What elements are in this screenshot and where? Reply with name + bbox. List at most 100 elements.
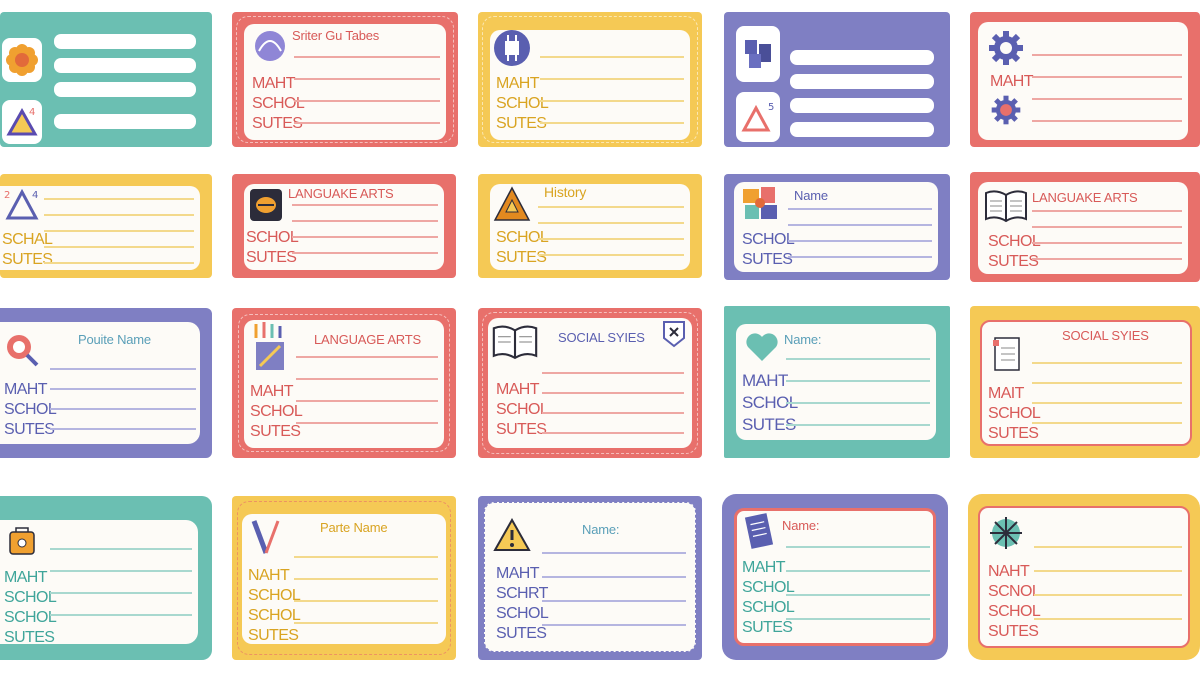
- name-label-card: MAHT: [970, 12, 1200, 147]
- write-line[interactable]: [294, 78, 440, 80]
- write-line[interactable]: [786, 570, 930, 572]
- write-line[interactable]: [542, 412, 684, 414]
- write-line[interactable]: [788, 256, 932, 258]
- write-line[interactable]: [786, 402, 930, 404]
- write-line[interactable]: [292, 220, 438, 222]
- write-line[interactable]: [1032, 422, 1182, 424]
- write-line[interactable]: [1032, 242, 1182, 244]
- write-line[interactable]: [296, 356, 438, 358]
- write-line[interactable]: [50, 408, 196, 410]
- write-line[interactable]: [788, 208, 932, 210]
- subject-line: SUTES: [496, 249, 547, 266]
- write-line[interactable]: [540, 100, 684, 102]
- write-line[interactable]: [786, 618, 930, 620]
- write-line[interactable]: [1032, 258, 1182, 260]
- write-line[interactable]: [542, 392, 684, 394]
- write-line[interactable]: [1032, 382, 1182, 384]
- triangle-icon: 5: [738, 96, 778, 140]
- write-line[interactable]: [44, 214, 194, 216]
- write-line[interactable]: [542, 624, 686, 626]
- write-line[interactable]: [294, 622, 438, 624]
- write-line[interactable]: [542, 576, 686, 578]
- subject-line: SCHOL: [4, 589, 57, 606]
- subject-list: SCHAL SUTES: [2, 230, 53, 270]
- magnifier-icon: [2, 330, 42, 370]
- write-line[interactable]: [788, 224, 932, 226]
- write-line[interactable]: [1032, 54, 1182, 56]
- write-line[interactable]: [50, 368, 196, 370]
- write-line[interactable]: [1032, 226, 1182, 228]
- write-line[interactable]: [1032, 362, 1182, 364]
- write-line[interactable]: [786, 380, 930, 382]
- write-line[interactable]: [540, 78, 684, 80]
- write-line[interactable]: [540, 56, 684, 58]
- write-line[interactable]: [790, 50, 934, 65]
- write-line[interactable]: [1032, 76, 1182, 78]
- write-line[interactable]: [790, 74, 934, 89]
- write-line[interactable]: [1034, 546, 1182, 548]
- write-line[interactable]: [44, 262, 194, 264]
- subject-line: NAHT: [248, 567, 290, 584]
- subject-line: SCHOL: [742, 579, 795, 596]
- write-line[interactable]: [1032, 98, 1182, 100]
- flower-icon: [4, 40, 40, 80]
- write-line[interactable]: [292, 236, 438, 238]
- write-line[interactable]: [294, 600, 438, 602]
- subject-line: SCHOL: [248, 587, 301, 604]
- open-book-icon: [982, 186, 1030, 226]
- write-line[interactable]: [1034, 618, 1182, 620]
- write-line[interactable]: [1032, 120, 1182, 122]
- name-label-card: LANGUAGE ARTS MAHT SCHOL SUTES: [232, 308, 456, 458]
- write-line[interactable]: [292, 252, 438, 254]
- write-line[interactable]: [294, 100, 440, 102]
- write-line[interactable]: [50, 548, 192, 550]
- star-burst-icon: [984, 512, 1028, 554]
- write-line[interactable]: [54, 34, 196, 49]
- write-line[interactable]: [538, 238, 684, 240]
- write-line[interactable]: [540, 122, 684, 124]
- write-line[interactable]: [50, 592, 192, 594]
- write-line[interactable]: [44, 246, 194, 248]
- write-line[interactable]: [292, 204, 438, 206]
- write-line[interactable]: [542, 432, 684, 434]
- write-line[interactable]: [538, 222, 684, 224]
- write-line[interactable]: [294, 56, 440, 58]
- write-line[interactable]: [294, 122, 440, 124]
- write-line[interactable]: [50, 428, 196, 430]
- write-line[interactable]: [50, 614, 192, 616]
- write-line[interactable]: [538, 206, 684, 208]
- write-line[interactable]: [1032, 402, 1182, 404]
- write-line[interactable]: [50, 570, 192, 572]
- write-line[interactable]: [786, 546, 930, 548]
- write-line[interactable]: [1034, 594, 1182, 596]
- write-line[interactable]: [294, 578, 438, 580]
- write-line[interactable]: [296, 378, 438, 380]
- write-line[interactable]: [542, 372, 684, 374]
- triangle-icon: 4: [4, 102, 40, 142]
- write-line[interactable]: [294, 556, 438, 558]
- write-line[interactable]: [1032, 210, 1182, 212]
- write-line[interactable]: [786, 424, 930, 426]
- write-line[interactable]: [296, 422, 438, 424]
- label-title: LANGUAGE ARTS: [314, 332, 421, 347]
- write-line[interactable]: [54, 114, 196, 129]
- label-panel: [490, 184, 690, 270]
- write-line[interactable]: [790, 98, 934, 113]
- write-line[interactable]: [786, 594, 930, 596]
- write-line[interactable]: [44, 230, 194, 232]
- write-line[interactable]: [1034, 570, 1182, 572]
- write-line[interactable]: [538, 254, 684, 256]
- write-line[interactable]: [542, 552, 686, 554]
- write-line[interactable]: [54, 58, 196, 73]
- write-line[interactable]: [50, 388, 196, 390]
- write-line[interactable]: [296, 400, 438, 402]
- write-line[interactable]: [788, 240, 932, 242]
- write-line[interactable]: [54, 82, 196, 97]
- subject-line: SCHRT: [496, 585, 548, 602]
- write-line[interactable]: [542, 600, 686, 602]
- write-line[interactable]: [786, 358, 930, 360]
- subject-line: SCHOL: [988, 233, 1041, 250]
- write-line[interactable]: [44, 198, 194, 200]
- write-line[interactable]: [790, 122, 934, 137]
- subject-list: SCHOL SUTES: [742, 230, 795, 270]
